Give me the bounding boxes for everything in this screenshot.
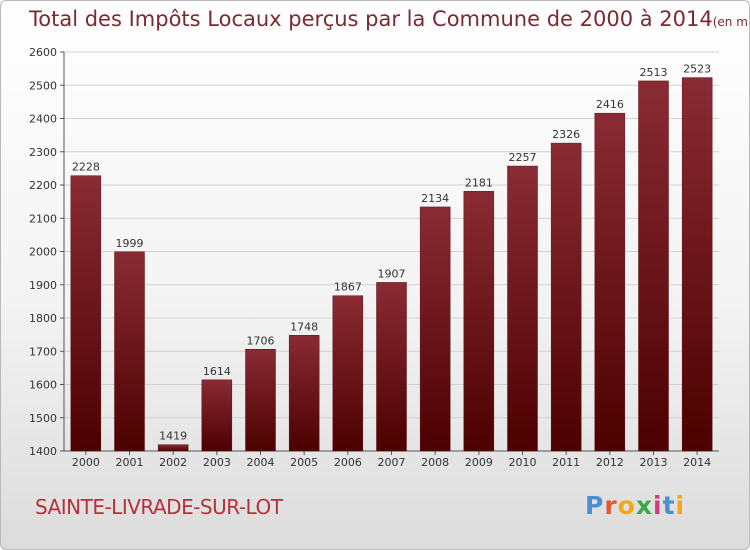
x-tick-label-2014: 2014 <box>683 456 711 469</box>
bar-2009 <box>463 191 495 452</box>
x-tick-label-2004: 2004 <box>247 456 275 469</box>
chart-title: Total des Impôts Locaux perçus par la Co… <box>29 7 750 31</box>
y-tick-label: 2300 <box>29 146 57 159</box>
x-tick-label-2009: 2009 <box>465 456 493 469</box>
x-tick-label-2000: 2000 <box>72 456 100 469</box>
y-tick-label: 2100 <box>29 212 57 225</box>
chart-unit-label: (en milliers d'€) <box>712 15 750 29</box>
y-tick-label: 2200 <box>29 179 57 192</box>
bars <box>70 77 713 452</box>
y-tick-label: 1700 <box>29 345 57 358</box>
logo-letter: r <box>604 491 618 520</box>
logo-letter: i <box>653 491 663 520</box>
x-tick-label-2011: 2011 <box>552 456 580 469</box>
x-tick-label-2002: 2002 <box>159 456 187 469</box>
data-label-2011: 2326 <box>552 128 580 141</box>
bar-2005 <box>288 335 320 452</box>
chart-title-text: Total des Impôts Locaux perçus par la Co… <box>29 7 713 31</box>
x-tick-label-2005: 2005 <box>290 456 318 469</box>
data-label-2001: 1999 <box>116 237 144 250</box>
bar-2007 <box>376 282 407 452</box>
data-labels: 2228 1999 1419 1614 1706 1748 1867 1907 2134 2181… <box>72 63 711 443</box>
logo-letter: o <box>617 491 636 520</box>
y-tick-label: 1400 <box>29 445 57 458</box>
y-tick-label: 2600 <box>29 46 57 59</box>
y-tick-label: 1500 <box>29 412 57 425</box>
bar-2001 <box>114 251 145 452</box>
x-tick-label-2013: 2013 <box>640 456 668 469</box>
logo-letter: P <box>585 491 605 520</box>
data-label-2014: 2523 <box>683 63 711 76</box>
logo-letter: i <box>675 491 686 520</box>
logo-letter: x <box>635 491 653 520</box>
x-tick-label-2003: 2003 <box>203 456 231 469</box>
bar-2014 <box>681 77 713 452</box>
data-label-2003: 1614 <box>203 365 231 378</box>
y-tick-label: 1800 <box>29 312 57 325</box>
x-tick-label-2012: 2012 <box>596 456 624 469</box>
data-label-2000: 2228 <box>72 161 100 174</box>
data-label-2009: 2181 <box>465 176 493 189</box>
bar-2006 <box>332 295 364 452</box>
proxiti-logo[interactable]: Proxiti <box>585 491 685 520</box>
bar-2004 <box>245 349 276 452</box>
data-label-2004: 1706 <box>247 334 275 347</box>
data-label-2005: 1748 <box>290 320 318 333</box>
data-label-2010: 2257 <box>509 151 537 164</box>
data-label-2002: 1419 <box>159 430 187 443</box>
x-tick-label-2008: 2008 <box>421 456 449 469</box>
x-tick-label-2001: 2001 <box>116 456 144 469</box>
y-tick-label: 1600 <box>29 379 57 392</box>
commune-name: SAINTE-LIVRADE-SUR-LOT <box>35 495 283 519</box>
x-tick-label-2006: 2006 <box>334 456 362 469</box>
x-tick-label-2010: 2010 <box>509 456 537 469</box>
bar-2011 <box>550 142 582 452</box>
bar-2010 <box>507 165 538 452</box>
bar-2003 <box>201 379 233 452</box>
bar-2000 <box>70 175 102 452</box>
y-tick-label: 2000 <box>29 246 57 259</box>
data-label-2012: 2416 <box>596 98 624 111</box>
bar-2008 <box>419 206 451 452</box>
data-label-2008: 2134 <box>421 192 449 205</box>
logo-letter: t <box>662 491 676 520</box>
bar-2013 <box>638 80 669 452</box>
axes: 1400 1500 1600 1700 1800 1900 2000 2100 2200 2300… <box>29 46 719 469</box>
bar-2002 <box>157 444 189 452</box>
data-label-2013: 2513 <box>640 66 668 79</box>
y-tick-label: 1900 <box>29 279 57 292</box>
data-label-2007: 1907 <box>378 267 406 280</box>
y-tick-label: 2400 <box>29 113 57 126</box>
y-tick-label: 2500 <box>29 79 57 92</box>
data-label-2006: 1867 <box>334 281 362 294</box>
bar-2012 <box>594 112 626 452</box>
x-tick-label-2007: 2007 <box>378 456 406 469</box>
